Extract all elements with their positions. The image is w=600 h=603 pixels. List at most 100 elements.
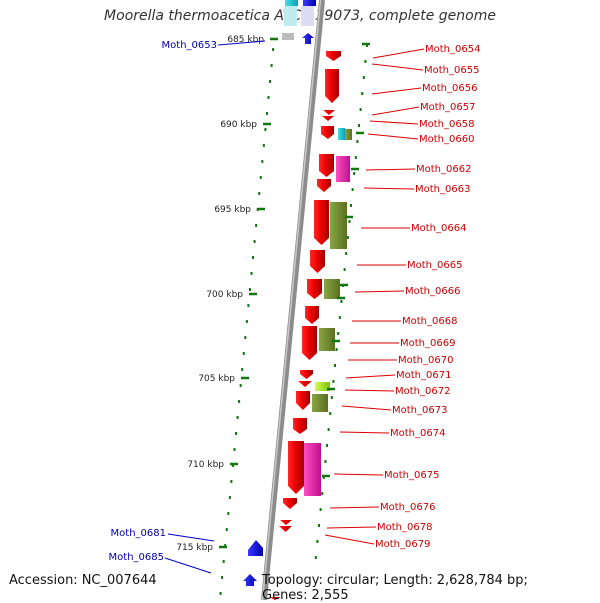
gene-arrow-moth-0662[interactable] — [319, 154, 334, 177]
label-moth-0656[interactable]: Moth_0656 — [371, 83, 477, 95]
gene-arrow-moth-0670[interactable] — [300, 370, 313, 379]
tick-label: 710 kbp — [187, 460, 224, 470]
guide-dot — [230, 480, 233, 483]
guide-dot — [258, 192, 261, 195]
gene-label[interactable]: Moth_0671 — [396, 370, 451, 381]
gene-arrow-moth-0671[interactable] — [298, 381, 312, 387]
gene-arrow-moth-0654[interactable] — [326, 51, 341, 61]
gene-label[interactable]: Moth_0685 — [109, 552, 164, 563]
gene-label[interactable]: Moth_0666 — [405, 286, 460, 297]
label-moth-0676[interactable]: Moth_0676 — [329, 502, 435, 513]
gene-label[interactable]: Moth_0673 — [392, 405, 447, 416]
guide-dot — [225, 528, 228, 531]
label-moth-0671[interactable]: Moth_0671 — [345, 370, 451, 381]
gene-label[interactable]: Moth_0664 — [411, 223, 466, 234]
label-moth-0681[interactable]: Moth_0681 — [111, 528, 215, 542]
gene-label[interactable]: Moth_0668 — [402, 316, 457, 327]
guide-dot — [227, 512, 230, 515]
label-moth-0662[interactable]: Moth_0662 — [365, 164, 471, 175]
gene-arrow-moth-0674[interactable] — [293, 418, 307, 434]
gene-label[interactable]: Moth_0675 — [384, 470, 439, 481]
gene-label[interactable]: Moth_0665 — [407, 260, 462, 271]
gene-label[interactable]: Moth_0670 — [398, 355, 453, 366]
guide-dot — [228, 496, 231, 499]
label-moth-0670[interactable]: Moth_0670 — [348, 355, 453, 366]
length-label: Length: — [383, 573, 433, 588]
label-moth-0685[interactable]: Moth_0685 — [109, 552, 212, 574]
label-moth-0657[interactable]: Moth_0657 — [371, 102, 475, 116]
gene-arrow-moth-0664[interactable] — [314, 200, 329, 245]
gene-arrow-moth-0685[interactable] — [243, 574, 257, 586]
gene-arrow-moth-0666[interactable] — [307, 279, 322, 299]
gene-box-moth-0675[interactable] — [304, 443, 321, 496]
gene-label[interactable]: Moth_0676 — [380, 502, 435, 513]
gene-box-moth-0660a[interactable] — [338, 128, 345, 140]
gene-label[interactable]: Moth_0678 — [377, 522, 432, 533]
gene-arrow-moth-0665[interactable] — [310, 250, 325, 273]
partial-feature-grey — [282, 33, 294, 40]
guide-dot — [247, 304, 250, 307]
gene-arrow-moth-0657[interactable] — [322, 116, 334, 121]
gene-label[interactable]: Moth_0654 — [425, 44, 480, 55]
guide-dot — [326, 444, 328, 447]
gene-label[interactable]: Moth_0656 — [422, 83, 477, 94]
gene-box-moth-0660b[interactable] — [345, 129, 352, 140]
label-moth-0663[interactable]: Moth_0663 — [363, 184, 470, 195]
gene-arrow-moth-0658[interactable] — [321, 126, 334, 139]
tick-710: 710 kbp — [187, 460, 238, 470]
gene-box-moth-0672[interactable] — [315, 382, 330, 391]
guide-dot — [353, 172, 356, 175]
gene-arrow-moth-0681[interactable] — [248, 540, 263, 556]
gene-arrow-moth-0655[interactable] — [325, 69, 339, 103]
label-moth-0666[interactable]: Moth_0666 — [354, 286, 460, 297]
gene-box-moth-0664[interactable] — [330, 202, 347, 249]
gene-arrow-moth-0673[interactable] — [296, 391, 310, 410]
gene-label[interactable]: Moth_0674 — [390, 428, 445, 439]
tick-label: 705 kbp — [198, 374, 235, 384]
label-moth-0655[interactable]: Moth_0655 — [371, 63, 479, 76]
gene-arrow-moth-0653[interactable] — [302, 33, 314, 44]
label-moth-0654[interactable]: Moth_0654 — [372, 44, 480, 59]
gene-label[interactable]: Moth_0660 — [419, 134, 474, 145]
label-moth-0673[interactable]: Moth_0673 — [341, 405, 447, 416]
gene-label[interactable]: Moth_0657 — [420, 102, 475, 113]
gene-label[interactable]: Moth_0669 — [400, 338, 455, 349]
label-moth-0658[interactable]: Moth_0658 — [369, 119, 474, 130]
gene-label[interactable]: Moth_0658 — [419, 119, 474, 130]
gene-label[interactable]: Moth_0679 — [375, 539, 430, 550]
gene-arrow-moth-0663[interactable] — [317, 179, 331, 192]
gene-arrow-moth-0678[interactable] — [280, 520, 292, 525]
label-moth-0668[interactable]: Moth_0668 — [352, 316, 457, 327]
label-moth-0678[interactable]: Moth_0678 — [326, 522, 432, 533]
gene-label[interactable]: Moth_0653 — [162, 40, 217, 51]
label-moth-0672[interactable]: Moth_0672 — [344, 386, 450, 397]
reverse-gene-labels: Moth_0654 Moth_0655 Moth_0656 Moth_0657 Moth… — [324, 44, 480, 550]
gene-box-moth-0662[interactable] — [336, 156, 350, 182]
gene-arrow-moth-0676[interactable] — [283, 498, 297, 509]
label-moth-0675[interactable]: Moth_0675 — [333, 470, 439, 481]
gene-box-moth-0666[interactable] — [324, 279, 340, 299]
gene-arrow-moth-0668[interactable] — [305, 306, 319, 324]
gene-arrow-moth-0656[interactable] — [323, 110, 335, 115]
label-moth-0679[interactable]: Moth_0679 — [324, 534, 430, 550]
gene-arrow-moth-0669[interactable] — [302, 326, 317, 360]
guide-dot — [318, 524, 320, 527]
label-moth-0660[interactable]: Moth_0660 — [367, 133, 474, 145]
gene-arrow-moth-0675[interactable] — [288, 441, 304, 494]
label-moth-0653[interactable]: Moth_0653 — [162, 40, 266, 51]
gene-label[interactable]: Moth_0663 — [415, 184, 470, 195]
label-moth-0665[interactable]: Moth_0665 — [357, 260, 462, 271]
guide-dot — [362, 76, 365, 79]
label-moth-0669[interactable]: Moth_0669 — [350, 338, 455, 349]
gene-label[interactable]: Moth_0662 — [416, 164, 471, 175]
label-moth-0664[interactable]: Moth_0664 — [361, 223, 466, 234]
partial-feature-pale — [284, 6, 297, 26]
gene-arrow-moth-0679[interactable] — [279, 526, 292, 532]
gene-box-moth-0669[interactable] — [319, 328, 335, 351]
gene-label[interactable]: Moth_0655 — [424, 65, 479, 76]
guide-dot — [319, 508, 322, 511]
gene-label[interactable]: Moth_0672 — [395, 386, 450, 397]
label-moth-0674[interactable]: Moth_0674 — [339, 428, 445, 439]
gene-box-moth-0673[interactable] — [312, 394, 328, 412]
gene-label[interactable]: Moth_0681 — [111, 528, 166, 539]
